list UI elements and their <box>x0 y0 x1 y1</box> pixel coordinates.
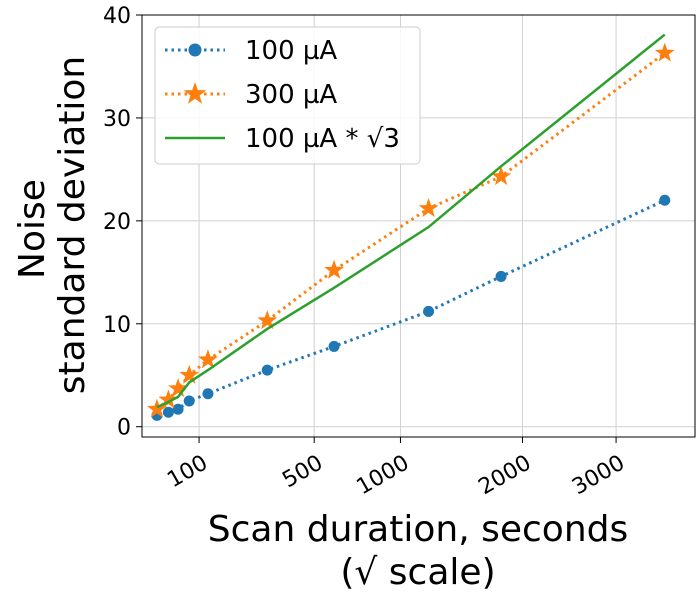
series-1-point <box>202 388 214 400</box>
series-2-point <box>197 349 218 369</box>
x-axis-title: Scan duration, seconds (√ scale) <box>208 509 629 593</box>
series-2-point <box>146 398 167 418</box>
series-1-point <box>172 403 184 415</box>
x-tick-label: 100 <box>163 451 212 494</box>
series-2-point <box>418 198 439 217</box>
legend-label: 300 µA <box>245 80 337 110</box>
legend: 100 µA 300 µA 100 µA * √3 <box>154 26 421 165</box>
x-tick-label: 1000 <box>352 451 413 501</box>
x-axis-title-line-2: (√ scale) <box>340 552 495 593</box>
y-axis-title-line-2: standard deviation <box>52 56 93 394</box>
series-2-point <box>257 310 278 330</box>
series-3-line <box>156 33 666 409</box>
x-axis-ticks: 100 500 1000 2000 3000 <box>163 437 629 500</box>
series-3 <box>156 33 666 409</box>
series-1-point <box>183 395 195 407</box>
y-tick-label: 40 <box>103 4 131 29</box>
series-2-point <box>158 389 179 409</box>
series-1-point <box>423 305 435 317</box>
series-1-line <box>156 198 666 417</box>
y-axis-title-line-1: Noise <box>12 179 53 279</box>
series-1-point <box>495 270 507 282</box>
series-1 <box>151 194 671 421</box>
y-tick-label: 30 <box>103 107 131 132</box>
plot-frame <box>141 14 696 438</box>
y-axis-title: Noise standard deviation <box>12 56 93 394</box>
series-1-point <box>261 364 273 376</box>
legend-label: 100 µA * √3 <box>245 124 400 154</box>
legend-label: 100 µA <box>245 36 337 66</box>
x-tick-label: 3000 <box>568 451 629 501</box>
series-2-point <box>179 364 200 384</box>
legend-marker <box>183 82 207 104</box>
series-1-point <box>328 340 340 352</box>
series-1-point <box>659 194 671 206</box>
series-2 <box>146 42 675 418</box>
x-tick-label: 500 <box>278 451 327 494</box>
series-2-line <box>155 51 666 411</box>
series-layer <box>146 33 675 421</box>
y-tick-label: 20 <box>103 210 131 235</box>
x-tick-label: 2000 <box>474 451 535 501</box>
series-2-point <box>491 166 512 186</box>
x-axis-title-line-1: Scan duration, seconds <box>208 509 629 550</box>
y-axis-ticks: 0 10 20 30 40 <box>103 4 142 441</box>
y-tick-label: 10 <box>103 313 131 338</box>
series-1-point <box>162 406 174 418</box>
series-2-point <box>168 378 189 398</box>
y-tick-label: 0 <box>117 416 131 441</box>
legend-box <box>154 26 421 165</box>
series-2-point <box>654 42 675 62</box>
legend-marker <box>188 43 202 57</box>
series-2-point <box>324 259 345 279</box>
